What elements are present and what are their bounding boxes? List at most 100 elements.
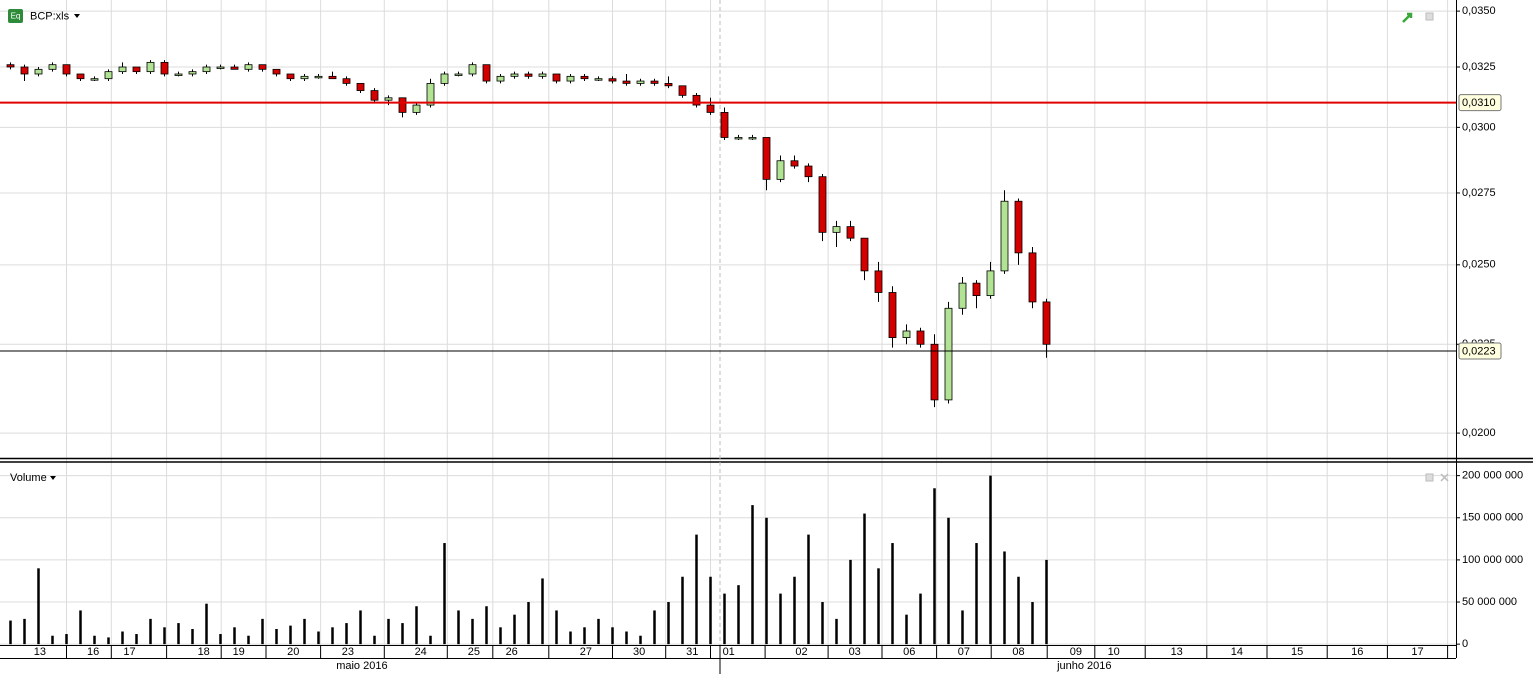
candle-body xyxy=(1042,301,1051,345)
candle-body xyxy=(20,66,29,75)
candle-body xyxy=(244,64,253,70)
x-tick-label: 14 xyxy=(1231,646,1243,658)
candle-body xyxy=(272,68,281,75)
candle-body xyxy=(804,165,813,178)
volume-bar xyxy=(667,602,670,645)
x-tick-label: 17 xyxy=(1411,646,1423,658)
dropdown-arrow[interactable] xyxy=(74,14,80,18)
volume-bar xyxy=(737,585,740,645)
volume-bar xyxy=(191,628,194,645)
candle-body xyxy=(902,330,911,339)
x-tick-label: 17 xyxy=(123,646,135,658)
y-tick-label: 200 000 000 xyxy=(1462,470,1523,482)
candle-body xyxy=(314,75,323,79)
volume-bar xyxy=(401,623,404,645)
candle-body xyxy=(580,75,589,80)
x-tick-label: 10 xyxy=(1108,646,1120,658)
candle-body xyxy=(384,97,393,101)
candle-body xyxy=(1028,252,1037,303)
pane-button[interactable] xyxy=(1425,12,1434,21)
candle-body xyxy=(664,83,673,87)
close-pane-button[interactable] xyxy=(1440,473,1449,482)
candle-body xyxy=(370,90,379,101)
x-tick-label: 25 xyxy=(468,646,480,658)
volume-bar xyxy=(443,543,446,645)
candle-body xyxy=(286,73,295,80)
volume-bar xyxy=(359,610,362,645)
volume-bar xyxy=(947,517,950,645)
volume-bar xyxy=(625,631,628,645)
y-tick-label: 0 xyxy=(1462,638,1468,650)
candle-body xyxy=(440,73,449,84)
volume-bar xyxy=(415,606,418,645)
volume-bar xyxy=(331,627,334,645)
volume-bar xyxy=(779,593,782,645)
candle-body xyxy=(538,73,547,77)
volume-bar xyxy=(289,625,292,645)
volume-title[interactable]: Volume xyxy=(10,472,47,484)
candle-body xyxy=(160,61,169,75)
y-tick-label: 0,0325 xyxy=(1462,61,1496,73)
reference-label-box xyxy=(1458,94,1502,112)
candle-body xyxy=(146,61,155,73)
candle-body xyxy=(622,80,631,84)
volume-bar xyxy=(583,627,586,645)
volume-bar xyxy=(317,631,320,645)
candle-body xyxy=(706,104,715,113)
x-tick-label: 09 xyxy=(1070,646,1082,658)
volume-bar xyxy=(877,568,880,645)
volume-bar xyxy=(961,610,964,645)
candle-body xyxy=(426,83,435,106)
candle-body xyxy=(874,270,883,293)
candle-body xyxy=(524,73,533,77)
month-label: junho 2016 xyxy=(1056,660,1111,672)
volume-bar xyxy=(555,610,558,645)
volume-bar xyxy=(345,623,348,645)
volume-bar xyxy=(975,543,978,645)
y-tick-label: 0,0275 xyxy=(1462,187,1496,199)
volume-bar xyxy=(933,488,936,645)
chart-title[interactable]: BCP:xls xyxy=(30,10,70,22)
candle-body xyxy=(972,282,981,297)
volume-bar xyxy=(37,568,40,645)
candle-body xyxy=(958,282,967,309)
candle-body xyxy=(482,64,491,82)
trend-icon[interactable] xyxy=(1402,12,1413,23)
volume-bar xyxy=(23,618,26,645)
volume-bar xyxy=(107,637,110,645)
volume-bar xyxy=(1017,576,1020,645)
symbol-icon[interactable] xyxy=(8,9,23,23)
volume-bar xyxy=(303,618,306,645)
candle-body xyxy=(356,83,365,91)
volume-bar xyxy=(93,635,96,645)
candle-body xyxy=(328,75,337,80)
volume-bar xyxy=(471,618,474,645)
volume-bar xyxy=(149,618,152,645)
volume-bar xyxy=(541,578,544,645)
pane-button[interactable] xyxy=(1425,473,1434,482)
x-tick-label: 26 xyxy=(506,646,518,658)
volume-bar xyxy=(205,603,208,645)
dropdown-arrow[interactable] xyxy=(50,476,56,480)
volume-bar xyxy=(163,627,166,645)
y-tick-label: 0,0300 xyxy=(1462,121,1496,133)
volume-bar xyxy=(695,534,698,645)
candle-body xyxy=(6,64,15,68)
x-tick-label: 07 xyxy=(958,646,970,658)
volume-bar xyxy=(863,513,866,645)
volume-bar xyxy=(765,517,768,645)
candle-body xyxy=(720,112,729,138)
volume-bar xyxy=(611,627,614,645)
volume-bar xyxy=(499,627,502,645)
volume-bar xyxy=(905,614,908,645)
candle-body xyxy=(832,226,841,233)
candle-body xyxy=(342,78,351,84)
volume-bar xyxy=(387,618,390,645)
candle-body xyxy=(216,66,225,69)
x-tick-label: 15 xyxy=(1291,646,1303,658)
volume-bar xyxy=(807,534,810,645)
volume-bar xyxy=(653,610,656,645)
volume-bar xyxy=(1031,602,1034,645)
volume-bar xyxy=(275,628,278,645)
